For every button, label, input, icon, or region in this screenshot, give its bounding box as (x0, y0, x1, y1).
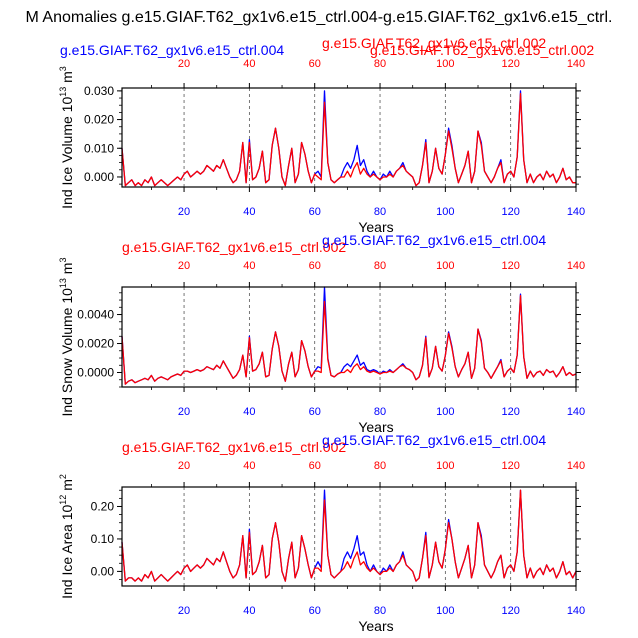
series-line-ctrl002 (121, 489, 577, 582)
y-tick-label: 0.010 (84, 141, 114, 155)
x-tick-label-top: 120 (501, 460, 519, 472)
x-tick-label-top: 20 (178, 58, 190, 70)
x-tick-label: 100 (436, 605, 454, 617)
y-axis-label: Ind Ice Area 1012 m2 (58, 474, 75, 599)
y-tick-label: 0.0020 (77, 337, 114, 351)
case-label-left: g.e15.GIAF.T62_gx1v6.e15_ctrl.004 (60, 42, 284, 58)
x-tick-label: 80 (374, 406, 386, 418)
x-tick-label: 120 (501, 206, 519, 218)
x-tick-label-top: 100 (436, 58, 454, 70)
x-tick-label: 60 (309, 605, 321, 617)
x-tick-label: 20 (178, 406, 190, 418)
series-line-ctrl004 (121, 286, 577, 385)
x-tick-label-top: 40 (243, 58, 255, 70)
x-tick-label-top: 20 (178, 260, 190, 272)
x-tick-label-top: 120 (501, 58, 519, 70)
x-tick-label-top: 140 (567, 58, 585, 70)
y-tick-label: 0.00 (91, 564, 115, 578)
y-axis-label: Ind Ice Volume 1013 m3 (58, 66, 75, 209)
x-tick-label: 100 (436, 206, 454, 218)
x-tick-label-top: 60 (309, 58, 321, 70)
x-tick-label-top: 40 (243, 260, 255, 272)
x-axis-label: Years (358, 618, 393, 634)
y-tick-label: 0.000 (84, 170, 114, 184)
x-tick-label-top: 20 (178, 460, 190, 472)
y-tick-label: 0.10 (91, 532, 115, 546)
x-tick-label-top: 80 (374, 260, 386, 272)
x-tick-label: 80 (374, 206, 386, 218)
x-tick-label: 20 (178, 206, 190, 218)
panel-3: 0.20 0.10 0.00 20 20 40 40 60 60 80 80 100 100 120 120… (58, 432, 585, 634)
series-line-ctrl004 (121, 90, 576, 187)
y-tick-label: 0.020 (84, 113, 114, 127)
x-tick-label: 60 (309, 406, 321, 418)
x-tick-label-top: 80 (374, 58, 386, 70)
x-tick-label: 40 (243, 406, 255, 418)
x-tick-label-top: 60 (309, 460, 321, 472)
x-tick-label-top: 120 (501, 260, 519, 272)
x-tick-label: 140 (567, 605, 585, 617)
y-tick-label: 0.20 (91, 499, 115, 513)
series-line-ctrl002 (121, 93, 576, 187)
x-axis-label: Years (358, 419, 393, 435)
y-tick-label: 0.0040 (77, 308, 114, 322)
plot-frame (121, 486, 577, 587)
x-tick-label: 120 (501, 605, 519, 617)
x-tick-label-top: 40 (243, 460, 255, 472)
figure-title: M Anomalies g.e15.GIAF.T62_gx1v6.e15_ctr… (26, 9, 613, 26)
plot-frame (121, 87, 577, 188)
x-tick-label-top: 140 (567, 460, 585, 472)
x-tick-label: 20 (178, 605, 190, 617)
case-label-mid: g.e15.GIAF.T62_gx1v6.e15_ctrl.004 (322, 432, 546, 448)
x-tick-label: 80 (374, 605, 386, 617)
x-tick-label: 60 (309, 206, 321, 218)
case-label-mid: g.e15.GIAF.T62_gx1v6.e15_ctrl.004 (322, 232, 546, 248)
x-tick-label: 140 (567, 406, 585, 418)
x-tick-label: 140 (567, 206, 585, 218)
x-tick-label-top: 60 (309, 260, 321, 272)
case-label-left: g.e15.GIAF.T62_gx1v6.e15_ctrl.002 (122, 239, 346, 255)
y-tick-label: 0.030 (84, 84, 114, 98)
y-axis-label: Ind Snow Volume 1013 m3 (58, 257, 75, 416)
panel-1: 0.030 0.020 0.010 0.000 20 20 40 40 60 60 80 80 100 1… (58, 35, 594, 235)
plot-frame (121, 286, 577, 388)
x-tick-label: 100 (436, 406, 454, 418)
case-label-mid: g.e15.GIAF.T62_gx1v6.e15_ctrl.002 (322, 35, 546, 51)
x-tick-label: 120 (501, 406, 519, 418)
x-axis-label: Years (358, 219, 393, 235)
x-tick-label-top: 100 (436, 460, 454, 472)
x-tick-label: 40 (243, 206, 255, 218)
panel-2: 0.0040 0.0020 0.0000 20 20 40 40 60 60 80 80 100 100… (58, 232, 585, 435)
y-tick-label: 0.0000 (77, 366, 114, 380)
x-tick-label-top: 100 (436, 260, 454, 272)
x-tick-label: 40 (243, 605, 255, 617)
series-line-ctrl002 (121, 295, 577, 385)
x-tick-label-top: 80 (374, 460, 386, 472)
x-tick-label-top: 140 (567, 260, 585, 272)
case-label-left: g.e15.GIAF.T62_gx1v6.e15_ctrl.002 (122, 439, 346, 455)
case-label-right: g.e15.GIAF.T62_gx1v6.e15_ctrl.002 (370, 42, 594, 58)
